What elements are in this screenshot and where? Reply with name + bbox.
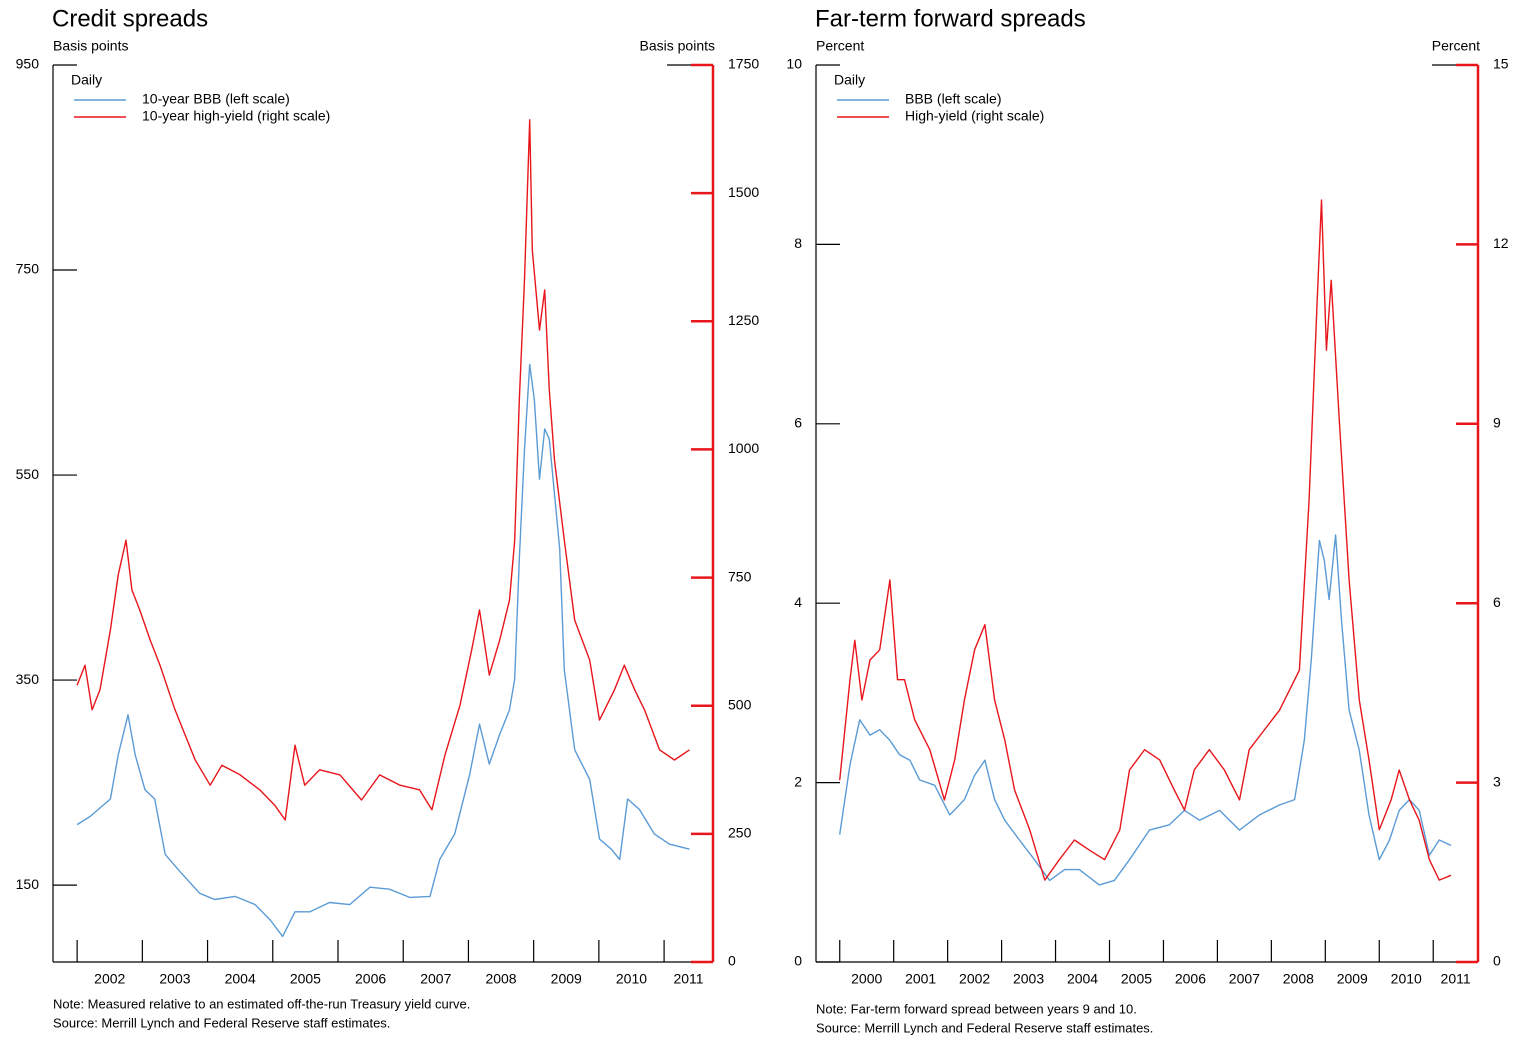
x-tick-label: 2008: [485, 971, 516, 987]
x-tick-label: 2005: [1121, 971, 1152, 987]
x-tick-label: 2003: [1013, 971, 1044, 987]
x-tick-label: 2006: [355, 971, 386, 987]
y-axis-label: Percent: [816, 38, 864, 54]
x-tick-label: 2006: [1175, 971, 1206, 987]
y-tick-label: 8: [794, 235, 802, 251]
y-tick-label: 4: [794, 594, 802, 610]
y-tick-label: 750: [16, 261, 40, 277]
y-tick-label: 2: [794, 773, 802, 789]
legend-title: Daily: [834, 72, 865, 88]
x-tick-label: 2008: [1283, 971, 1314, 987]
y-tick-label: 950: [16, 56, 40, 72]
note: Source: Merrill Lynch and Federal Reserv…: [816, 1020, 1153, 1035]
x-tick-label: 2010: [616, 971, 647, 987]
x-tick-label: 2011: [673, 971, 703, 987]
y-tick-label: 550: [16, 466, 40, 482]
y-tick-label: 0: [794, 953, 802, 969]
x-tick-label: 2005: [290, 971, 321, 987]
y2-tick-label: 0: [1493, 953, 1501, 969]
series-line: [839, 534, 1452, 886]
x-tick-label: 2007: [420, 971, 451, 987]
y-tick-label: 150: [16, 876, 40, 892]
y2-tick-label: 250: [728, 825, 752, 841]
x-tick-label: 2004: [225, 971, 256, 987]
y2-tick-label: 1500: [728, 184, 759, 200]
x-tick-label: 2009: [551, 971, 582, 987]
legend-label: 10-year high-yield (right scale): [142, 108, 330, 124]
y-tick-label: 6: [794, 415, 802, 431]
y2-tick-label: 3: [1493, 773, 1501, 789]
y-tick-label: 350: [16, 671, 40, 687]
series-line: [76, 363, 690, 938]
y2-tick-label: 6: [1493, 594, 1501, 610]
y2-axis-label: Percent: [1432, 38, 1480, 54]
chart-title: Credit spreads: [52, 5, 208, 32]
y2-tick-label: 15: [1493, 56, 1509, 72]
y2-tick-label: 1250: [728, 312, 759, 328]
y-tick-label: 10: [786, 56, 802, 72]
x-tick-label: 2004: [1067, 971, 1098, 987]
chart-title: Far-term forward spreads: [815, 5, 1086, 32]
legend-title: Daily: [71, 72, 102, 88]
x-tick-label: 2000: [851, 971, 882, 987]
y2-tick-label: 12: [1493, 235, 1509, 251]
legend-label: BBB (left scale): [905, 91, 1001, 107]
x-tick-label: 2002: [94, 971, 125, 987]
x-tick-label: 2011: [1441, 971, 1471, 987]
x-tick-label: 2009: [1337, 971, 1368, 987]
y2-tick-label: 0: [728, 953, 736, 969]
x-tick-label: 2007: [1229, 971, 1260, 987]
x-tick-label: 2010: [1391, 971, 1422, 987]
y2-tick-label: 9: [1493, 415, 1501, 431]
series-line: [839, 199, 1452, 881]
y2-tick-label: 1000: [728, 440, 759, 456]
y-axis-label: Basis points: [53, 38, 128, 54]
series-line: [76, 119, 690, 821]
note: Note: Far-term forward spread between ye…: [816, 1001, 1137, 1016]
legend-label: 10-year BBB (left scale): [142, 91, 290, 107]
y2-tick-label: 750: [728, 568, 752, 584]
x-tick-label: 2001: [905, 971, 936, 987]
y2-tick-label: 1750: [728, 56, 759, 72]
x-tick-label: 2003: [159, 971, 190, 987]
y2-axis-label: Basis points: [640, 38, 715, 54]
note: Source: Merrill Lynch and Federal Reserv…: [53, 1015, 390, 1030]
y2-tick-label: 500: [728, 696, 752, 712]
note: Note: Measured relative to an estimated …: [53, 996, 470, 1011]
legend-label: High-yield (right scale): [905, 108, 1044, 124]
x-tick-label: 2002: [959, 971, 990, 987]
